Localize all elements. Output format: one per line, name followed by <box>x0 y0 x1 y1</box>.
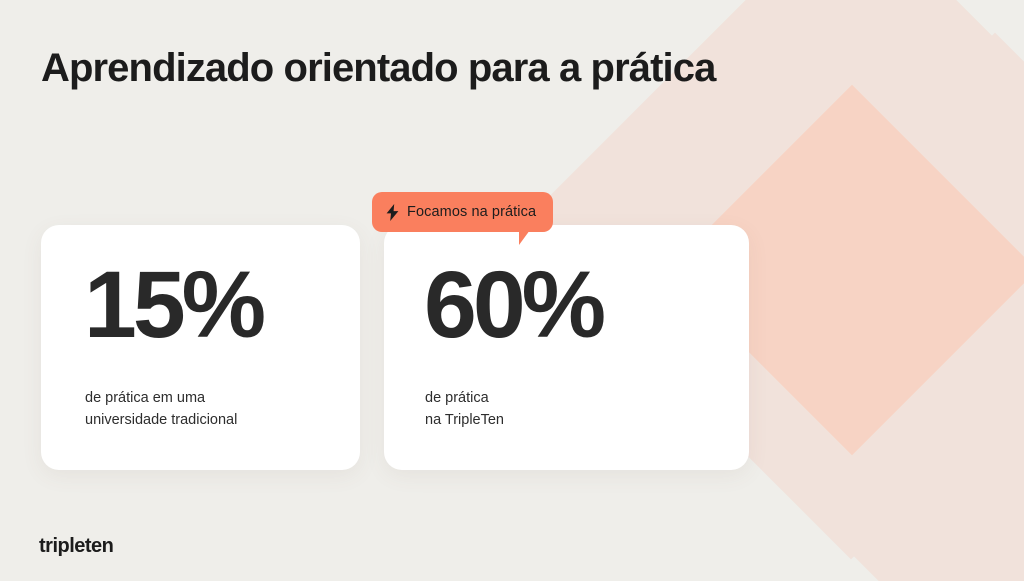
lightning-bolt-icon <box>386 203 399 221</box>
stat-caption-line-1: de prática <box>425 390 489 406</box>
stat-value: 60% <box>424 252 606 358</box>
stat-caption-line-2: na TripleTen <box>425 412 504 429</box>
stat-caption-line-1: de prática em uma <box>85 390 206 406</box>
callout-tail <box>519 230 530 245</box>
focus-callout-badge: Focamos na prática <box>372 192 554 245</box>
stat-caption: de prática na TripleTen <box>425 387 504 431</box>
stat-card-traditional-university: 15% de prática em uma universidade tradi… <box>41 225 360 470</box>
tripleten-logo: tripleten <box>39 535 114 557</box>
stat-caption-line-2: universidade tradicional <box>85 412 238 429</box>
focus-callout-label: Focamos na prática <box>407 204 537 220</box>
stat-caption: de prática em uma universidade tradicion… <box>85 387 237 431</box>
page-title: Aprendizado orientado para a prática <box>41 46 716 90</box>
stat-card-tripleten: 60% de prática na TripleTen <box>384 225 749 470</box>
stat-value: 15% <box>84 252 266 358</box>
